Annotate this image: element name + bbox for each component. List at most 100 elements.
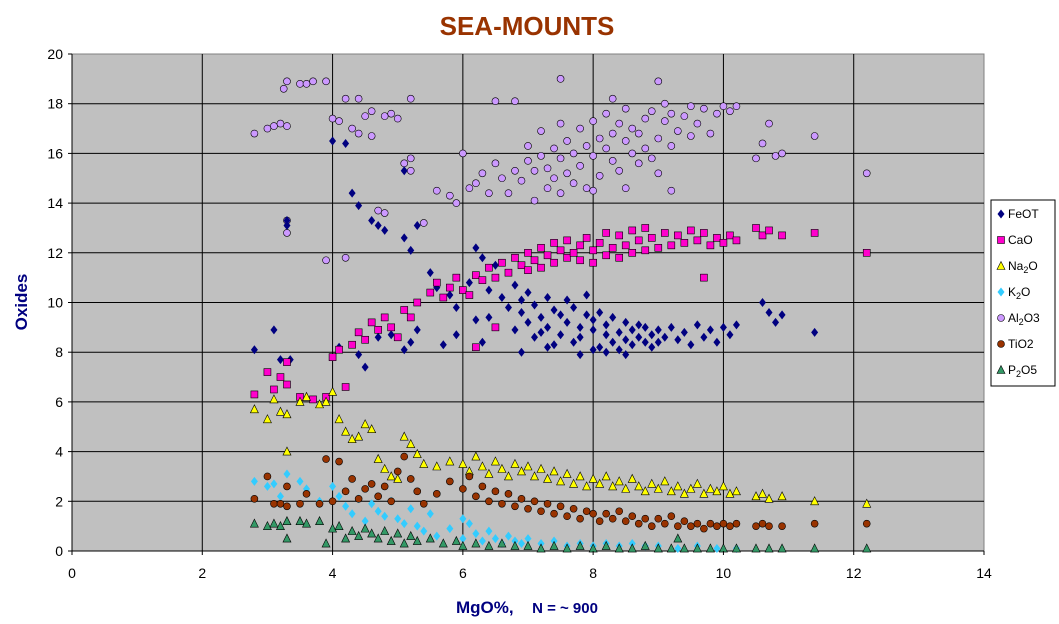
data-point-feot — [680, 327, 688, 337]
data-point-al2o3 — [680, 112, 689, 120]
data-point-feot — [472, 315, 480, 325]
data-point-p2o5 — [601, 540, 611, 550]
data-point-feot — [772, 317, 780, 327]
data-point-p2o5 — [367, 528, 377, 538]
data-point-al2o3 — [602, 109, 610, 118]
data-point-p2o5 — [282, 516, 292, 525]
data-point-cao — [511, 253, 519, 262]
data-point-al2o3 — [621, 184, 630, 192]
data-point-cao — [576, 241, 584, 250]
data-point-tio2 — [602, 509, 610, 518]
data-point-na2o — [458, 458, 468, 468]
data-point-cao — [335, 345, 343, 354]
data-point-na2o — [523, 461, 533, 471]
y-tick-label: 10 — [47, 295, 63, 311]
legend-marker-feot — [997, 209, 1005, 219]
series-tio2 — [250, 452, 871, 533]
x-axis-label-group: MgO%, N = ~ 900 — [456, 598, 598, 617]
data-point-feot — [400, 345, 408, 355]
data-point-al2o3 — [615, 119, 624, 128]
data-point-cao — [459, 286, 467, 294]
data-point-cao — [432, 278, 441, 287]
data-point-p2o5 — [341, 533, 351, 543]
data-point-k2o — [446, 524, 454, 534]
data-point-al2o3 — [283, 77, 291, 86]
data-point-cao — [550, 239, 558, 247]
data-point-p2o5 — [523, 540, 533, 550]
data-point-feot — [537, 327, 545, 337]
data-point-tio2 — [713, 522, 721, 530]
data-point-feot — [602, 320, 610, 330]
data-point-al2o3 — [608, 94, 617, 103]
data-point-tio2 — [674, 522, 682, 530]
data-point-tio2 — [752, 522, 760, 530]
data-point-tio2 — [354, 495, 363, 503]
data-point-feot — [570, 302, 578, 312]
data-point-na2o — [262, 414, 272, 424]
data-point-cao — [615, 253, 624, 262]
data-point-cao — [472, 271, 480, 279]
data-point-cao — [810, 229, 819, 237]
data-point-feot — [348, 188, 356, 198]
data-point-p2o5 — [653, 543, 663, 553]
data-point-na2o — [764, 493, 774, 503]
data-point-feot — [628, 340, 636, 350]
data-point-cao — [348, 340, 356, 349]
data-point-p2o5 — [536, 543, 546, 553]
data-point-p2o5 — [373, 533, 383, 543]
data-point-tio2 — [556, 502, 565, 511]
data-point-al2o3 — [713, 109, 721, 118]
data-point-al2o3 — [556, 119, 565, 128]
data-point-k2o — [524, 534, 532, 544]
data-point-na2o — [367, 424, 377, 434]
data-point-feot — [576, 332, 584, 342]
data-point-al2o3 — [765, 119, 773, 128]
y-tick-label: 12 — [47, 245, 63, 261]
data-point-cao — [283, 380, 291, 389]
data-point-cao — [341, 383, 350, 391]
data-point-al2o3 — [432, 186, 441, 195]
data-point-p2o5 — [412, 535, 422, 545]
y-tick-label: 0 — [55, 543, 63, 559]
data-point-na2o — [380, 463, 390, 473]
data-point-na2o — [569, 478, 579, 488]
data-point-cao — [426, 288, 435, 297]
data-point-al2o3 — [322, 77, 330, 86]
data-point-na2o — [503, 471, 513, 481]
data-point-na2o — [575, 471, 585, 481]
data-point-tio2 — [478, 482, 487, 491]
data-point-tio2 — [446, 477, 454, 486]
data-point-al2o3 — [491, 97, 500, 106]
data-point-k2o — [381, 511, 389, 521]
data-point-al2o3 — [341, 94, 350, 103]
data-point-k2o — [472, 529, 480, 539]
legend-label-tio2: TiO2 — [1008, 337, 1034, 351]
data-point-p2o5 — [275, 520, 285, 530]
data-point-tio2 — [367, 480, 376, 488]
data-point-p2o5 — [406, 530, 416, 540]
data-point-k2o — [342, 501, 350, 511]
data-point-feot — [478, 253, 486, 263]
data-point-p2o5 — [777, 543, 787, 553]
x-tick-label: 6 — [459, 565, 467, 581]
data-point-feot — [361, 362, 369, 372]
series-p2o5 — [249, 516, 872, 553]
data-point-al2o3 — [543, 184, 552, 192]
data-point-tio2 — [250, 495, 259, 503]
data-point-cao — [452, 273, 461, 282]
data-point-tio2 — [660, 519, 669, 528]
data-point-feot — [452, 302, 460, 312]
data-point-al2o3 — [563, 137, 571, 145]
data-point-feot — [622, 317, 630, 327]
data-point-p2o5 — [751, 543, 761, 553]
data-point-k2o — [426, 509, 434, 519]
data-point-feot — [491, 260, 499, 270]
y-tick-label: 8 — [55, 344, 63, 360]
legend-marker-tio2 — [997, 340, 1005, 348]
data-point-tio2 — [315, 499, 324, 508]
data-point-na2o — [432, 461, 442, 471]
data-point-cao — [700, 229, 708, 237]
data-point-tio2 — [322, 455, 330, 463]
data-point-al2o3 — [732, 102, 741, 110]
data-point-al2o3 — [595, 171, 604, 180]
